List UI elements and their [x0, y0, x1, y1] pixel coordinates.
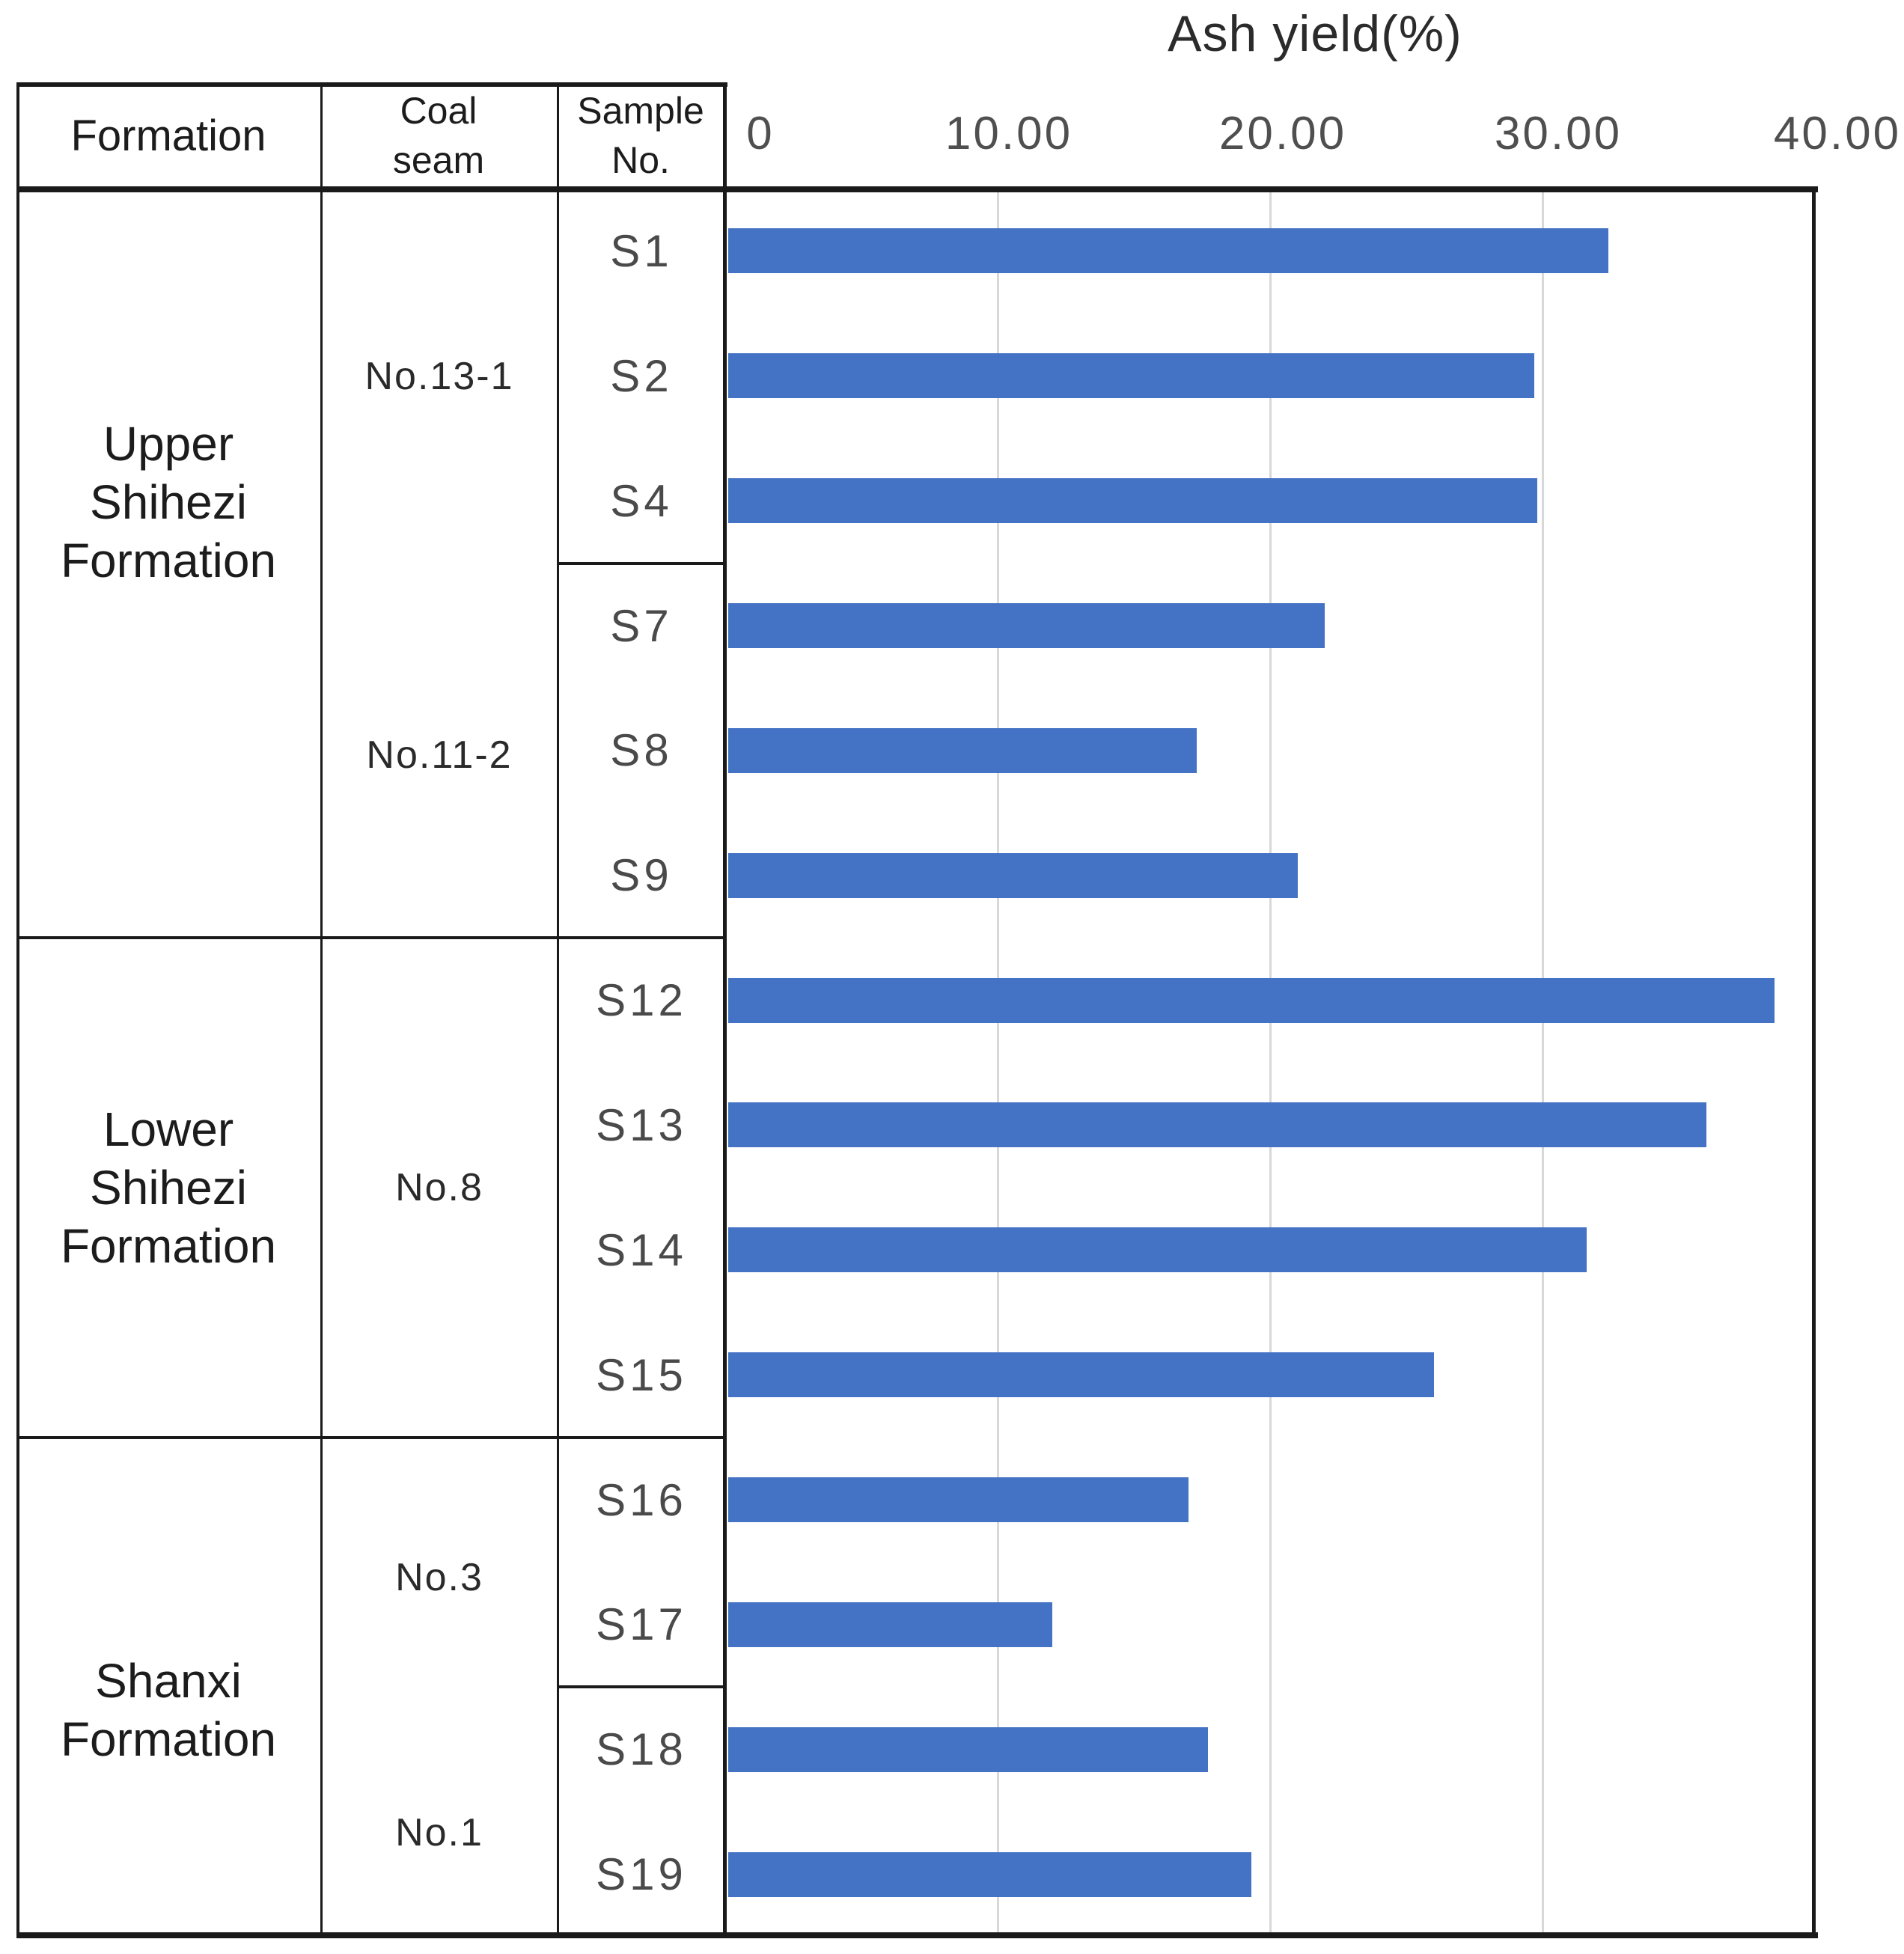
- coal-seam-divider-line-1: [557, 562, 727, 565]
- plot-left-border: [723, 82, 727, 1938]
- bar-S9: [728, 853, 1298, 898]
- coal-seam-divider-line-2: [557, 1685, 727, 1688]
- bar-S1: [728, 228, 1608, 273]
- bar-S19: [728, 1852, 1251, 1897]
- coal-seam-cell-no.13-1: No.13-1: [364, 354, 514, 398]
- bottom-border: [16, 1932, 1818, 1938]
- formation-boundary-line-1: [16, 936, 727, 939]
- formation-label-line: Upper: [103, 416, 234, 471]
- formation-cell-upper-shihezi-formation: Upper Shihezi Formation: [19, 127, 317, 876]
- gridline-20: [1269, 192, 1272, 1932]
- sample-label-S17: S17: [596, 1599, 687, 1649]
- x-tick-40.00: 40.00: [1773, 107, 1902, 159]
- gridline-30: [1542, 192, 1544, 1932]
- sample-label-S16: S16: [596, 1475, 687, 1525]
- coal-seam-cell-no.8: No.8: [395, 1165, 483, 1209]
- bar-S8: [728, 728, 1197, 773]
- sample-label-S7: S7: [610, 601, 673, 651]
- plot-right-border: [1812, 189, 1816, 1938]
- column-header-formation: Formation: [70, 111, 266, 160]
- header-bottom-border: [16, 186, 1818, 192]
- sample-label-S19: S19: [596, 1849, 687, 1899]
- formation-boundary-line-2: [16, 1436, 727, 1439]
- sample-label-S8: S8: [610, 725, 673, 775]
- formation-label-line: Shihezi: [90, 1160, 247, 1215]
- sample-label-S13: S13: [596, 1100, 687, 1150]
- sample-label-S15: S15: [596, 1350, 687, 1400]
- formation-label-line: Shihezi: [90, 474, 247, 529]
- divider-coal-sample: [557, 82, 559, 1937]
- sample-label-S2: S2: [610, 351, 673, 401]
- x-tick-30.00: 30.00: [1494, 107, 1623, 159]
- formation-label-line: Lower: [103, 1102, 234, 1156]
- bar-S13: [728, 1102, 1706, 1147]
- sample-label-S1: S1: [610, 226, 673, 276]
- table-top-border: [16, 82, 727, 87]
- formation-cell-shanxi-formation: Shanxi Formation: [19, 1460, 317, 1954]
- formation-label-line: Formation: [60, 1218, 277, 1273]
- divider-formation-coal: [320, 82, 323, 1937]
- gridline-10: [997, 192, 999, 1932]
- formation-cell-lower-shihezi-formation: Lower Shihezi Formation: [19, 938, 317, 1437]
- formation-label-line: Shanxi: [95, 1653, 242, 1708]
- column-header-coal-seam: Coal seam: [392, 90, 485, 181]
- sample-label-S9: S9: [610, 850, 673, 900]
- table-left-border: [16, 82, 19, 1938]
- bar-S17: [728, 1602, 1052, 1647]
- bar-S7: [728, 603, 1325, 648]
- bar-S14: [728, 1227, 1587, 1272]
- coal-seam-cell-no.1: No.1: [395, 1811, 483, 1854]
- bar-S2: [728, 353, 1534, 398]
- formation-label-line: Formation: [60, 533, 277, 587]
- column-header-sample-no: Sample No.: [577, 90, 704, 181]
- x-tick-20.00: 20.00: [1218, 107, 1347, 159]
- coal-seam-cell-no.3: No.3: [395, 1556, 483, 1599]
- x-tick-0: 0: [746, 107, 775, 159]
- bar-S12: [728, 978, 1775, 1023]
- x-tick-10.00: 10.00: [945, 107, 1073, 159]
- bar-S16: [728, 1477, 1189, 1522]
- chart-title: Ash yield(%): [1168, 5, 1462, 62]
- sample-label-S4: S4: [610, 476, 673, 526]
- sample-label-S12: S12: [596, 975, 687, 1025]
- sample-label-S14: S14: [596, 1225, 687, 1275]
- bar-S15: [728, 1352, 1434, 1397]
- bar-S4: [728, 478, 1537, 523]
- formation-label-line: Formation: [60, 1712, 277, 1766]
- sample-label-S18: S18: [596, 1724, 687, 1774]
- coal-seam-cell-no.11-2: No.11-2: [366, 733, 513, 777]
- bar-S18: [728, 1727, 1208, 1772]
